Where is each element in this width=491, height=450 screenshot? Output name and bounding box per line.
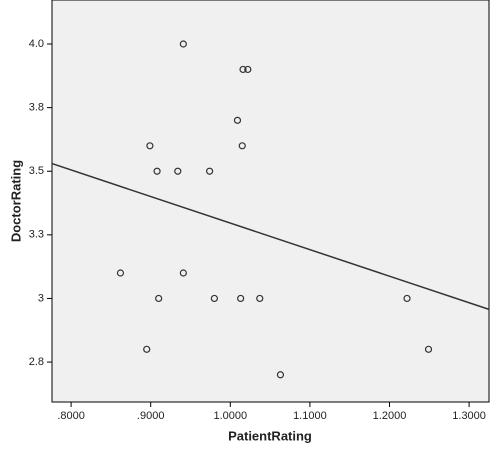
point xyxy=(233,116,242,124)
x-tick-label: 1.1000 xyxy=(293,410,327,422)
y-tick-label: 2.8 xyxy=(29,356,44,368)
x-tick-label: 1.0000 xyxy=(213,410,247,422)
point xyxy=(179,269,187,277)
point xyxy=(238,142,246,150)
point xyxy=(256,294,264,303)
y-tick-label: 3 xyxy=(38,292,44,304)
point xyxy=(153,167,161,175)
y-axis-label: DoctorRating xyxy=(8,160,23,242)
y-tick-label: 3.8 xyxy=(29,102,44,114)
point xyxy=(237,294,245,303)
point xyxy=(179,40,187,48)
point xyxy=(155,294,163,303)
point xyxy=(276,371,285,379)
point xyxy=(244,65,252,74)
point xyxy=(210,294,218,303)
y-tick-label: 3.5 xyxy=(29,165,44,177)
plot-area xyxy=(51,0,490,403)
point xyxy=(174,167,182,175)
x-tick-label: .9000 xyxy=(137,410,165,422)
x-axis-label: PatientRating xyxy=(228,428,312,443)
point xyxy=(403,294,411,303)
y-tick-label: 3.3 xyxy=(29,229,44,241)
point xyxy=(146,142,154,150)
point xyxy=(206,167,214,175)
y-tick-label: 4.0 xyxy=(29,38,44,50)
point xyxy=(239,65,247,74)
x-tick-label: .8000 xyxy=(57,410,85,422)
point xyxy=(424,345,433,353)
point xyxy=(116,269,125,277)
x-tick-label: 1.3000 xyxy=(452,410,486,422)
fit-line xyxy=(51,162,490,311)
x-tick-label: 1.2000 xyxy=(373,410,407,422)
point xyxy=(143,345,151,353)
